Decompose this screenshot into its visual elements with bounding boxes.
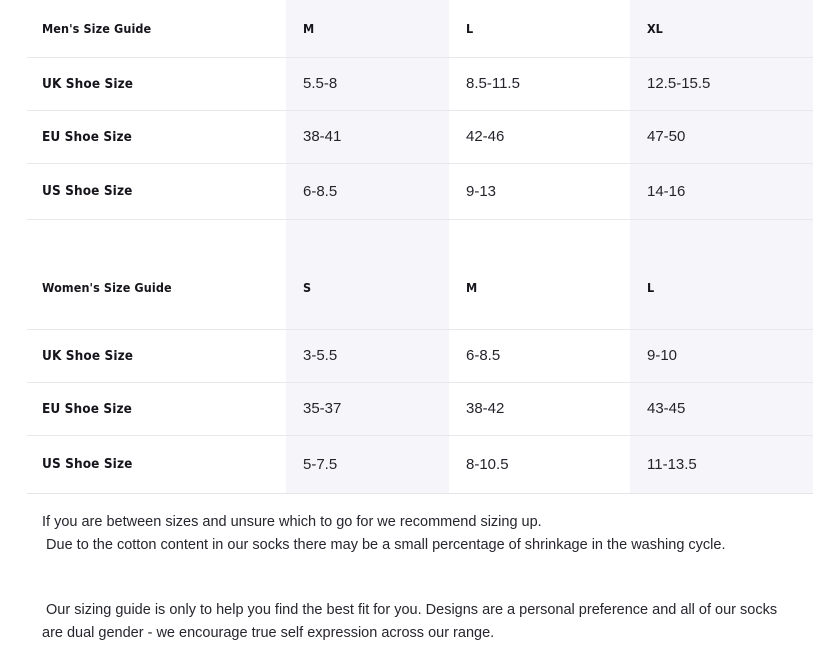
value-cell: 42-46 xyxy=(449,110,630,164)
mens-size-column-header-3: XL xyxy=(630,0,813,58)
womens-eu-size-m: 38-42 xyxy=(466,400,505,417)
value-cell: 5-7.5 xyxy=(286,435,449,493)
value-cell: 8-10.5 xyxy=(449,435,630,493)
womens-size-guide-table: Women's Size Guide S M L UK Shoe Size 3-… xyxy=(27,245,813,493)
row-label-cell: EU Shoe Size xyxy=(27,382,286,436)
value-cell: 35-37 xyxy=(286,382,449,436)
womens-size-label-m: M xyxy=(466,279,478,295)
womens-us-shoe-size-label: US Shoe Size xyxy=(42,456,133,473)
mens-eu-size-xl: 47-50 xyxy=(647,128,686,145)
mens-guide-title-cell: Men's Size Guide xyxy=(27,0,286,58)
womens-uk-size-s: 3-5.5 xyxy=(303,347,338,364)
table-row: UK Shoe Size 3-5.5 6-8.5 9-10 xyxy=(27,329,813,383)
womens-guide-title: Women's Size Guide xyxy=(42,279,172,295)
value-cell: 9-13 xyxy=(449,163,630,219)
womens-size-label-l: L xyxy=(647,279,655,295)
value-cell: 47-50 xyxy=(630,110,813,164)
mens-us-size-xl: 14-16 xyxy=(647,182,686,200)
womens-uk-size-m: 6-8.5 xyxy=(466,347,501,364)
value-cell: 12.5-15.5 xyxy=(630,57,813,111)
shade-band-column-2 xyxy=(286,220,449,245)
mens-size-label-l: L xyxy=(466,21,474,36)
table-row: UK Shoe Size 5.5-8 8.5-11.5 12.5-15.5 xyxy=(27,57,813,111)
mens-size-label-xl: XL xyxy=(647,21,663,36)
row-label-cell: UK Shoe Size xyxy=(27,57,286,111)
value-cell: 38-41 xyxy=(286,110,449,164)
table-row: EU Shoe Size 38-41 42-46 47-50 xyxy=(27,110,813,164)
mens-size-label-m: M xyxy=(303,21,315,36)
womens-size-column-header-3: L xyxy=(630,245,813,330)
note-paragraph-sizing-up: If you are between sizes and unsure whic… xyxy=(42,514,726,553)
mens-eu-shoe-size-label: EU Shoe Size xyxy=(42,128,133,145)
table-header-row: Men's Size Guide M L XL xyxy=(27,0,813,58)
mens-us-size-m: 6-8.5 xyxy=(303,182,338,200)
table-header-row: Women's Size Guide S M L xyxy=(27,245,813,330)
womens-uk-shoe-size-label: UK Shoe Size xyxy=(42,347,134,364)
mens-uk-size-l: 8.5-11.5 xyxy=(466,75,520,92)
value-cell: 43-45 xyxy=(630,382,813,436)
row-label-cell: UK Shoe Size xyxy=(27,329,286,383)
table-separator-band xyxy=(27,219,813,245)
womens-eu-shoe-size-label: EU Shoe Size xyxy=(42,400,133,417)
mens-us-size-l: 9-13 xyxy=(466,182,497,200)
note-paragraph-dual-gender: Our sizing guide is only to help you fin… xyxy=(42,602,782,641)
mens-size-guide-table: Men's Size Guide M L XL UK Shoe Size 5.5… xyxy=(27,0,813,219)
mens-uk-shoe-size-label: UK Shoe Size xyxy=(42,75,134,92)
mens-size-column-header-1: M xyxy=(286,0,449,58)
value-cell: 9-10 xyxy=(630,329,813,383)
value-cell: 3-5.5 xyxy=(286,329,449,383)
womens-us-size-s: 5-7.5 xyxy=(303,455,338,473)
womens-guide-title-cell: Women's Size Guide xyxy=(27,245,286,330)
table-row: US Shoe Size 6-8.5 9-13 14-16 xyxy=(27,163,813,219)
womens-size-column-header-2: M xyxy=(449,245,630,330)
value-cell: 14-16 xyxy=(630,163,813,219)
womens-us-size-l: 11-13.5 xyxy=(647,455,697,473)
table-row: US Shoe Size 5-7.5 8-10.5 11-13.5 xyxy=(27,435,813,493)
womens-uk-size-l: 9-10 xyxy=(647,347,678,364)
mens-size-column-header-2: L xyxy=(449,0,630,58)
value-cell: 38-42 xyxy=(449,382,630,436)
value-cell: 11-13.5 xyxy=(630,435,813,493)
row-label-cell: US Shoe Size xyxy=(27,163,286,219)
table-row: EU Shoe Size 35-37 38-42 43-45 xyxy=(27,382,813,436)
womens-size-label-s: S xyxy=(303,279,312,295)
value-cell: 6-8.5 xyxy=(449,329,630,383)
mens-eu-size-m: 38-41 xyxy=(303,128,342,145)
mens-eu-size-l: 42-46 xyxy=(466,128,505,145)
shade-band-column-4 xyxy=(630,220,813,245)
womens-size-column-header-1: S xyxy=(286,245,449,330)
row-label-cell: EU Shoe Size xyxy=(27,110,286,164)
size-guide-notes: If you are between sizes and unsure whic… xyxy=(27,493,813,645)
womens-eu-size-l: 43-45 xyxy=(647,400,686,417)
mens-us-shoe-size-label: US Shoe Size xyxy=(42,183,133,200)
row-label-cell: US Shoe Size xyxy=(27,435,286,493)
mens-guide-title: Men's Size Guide xyxy=(42,21,152,36)
womens-eu-size-s: 35-37 xyxy=(303,400,342,417)
value-cell: 5.5-8 xyxy=(286,57,449,111)
value-cell: 6-8.5 xyxy=(286,163,449,219)
mens-uk-size-xl: 12.5-15.5 xyxy=(647,75,711,92)
mens-uk-size-m: 5.5-8 xyxy=(303,75,338,92)
value-cell: 8.5-11.5 xyxy=(449,57,630,111)
womens-us-size-m: 8-10.5 xyxy=(466,455,509,473)
